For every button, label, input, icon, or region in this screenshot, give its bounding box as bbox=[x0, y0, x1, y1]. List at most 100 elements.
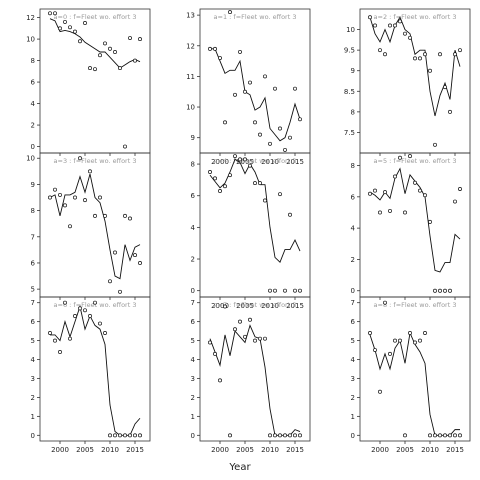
model-fit-line bbox=[369, 16, 461, 117]
observation-point bbox=[238, 157, 242, 162]
observation-point bbox=[93, 213, 97, 218]
observation-point bbox=[378, 48, 382, 53]
observation-point bbox=[58, 349, 62, 354]
observation-point bbox=[278, 126, 282, 131]
observation-point bbox=[78, 306, 82, 311]
observation-point bbox=[213, 351, 217, 356]
observation-point bbox=[133, 58, 137, 63]
observation-point bbox=[88, 169, 92, 174]
y-tick-label: 6 bbox=[191, 192, 196, 200]
observation-point bbox=[73, 29, 77, 34]
observation-point bbox=[58, 192, 62, 197]
observation-point bbox=[438, 52, 442, 57]
observation-point bbox=[253, 181, 257, 186]
observation-point bbox=[253, 120, 257, 125]
observation-point bbox=[373, 188, 377, 193]
y-tick-label: 7.5 bbox=[344, 129, 355, 137]
y-tick-label: 10 bbox=[26, 155, 35, 163]
observation-point bbox=[268, 433, 272, 438]
y-tick-label: 9 bbox=[31, 181, 35, 189]
y-tick-label: 8 bbox=[351, 108, 355, 116]
x-tick-label: 2000 bbox=[371, 446, 389, 454]
x-tick-label: 2010 bbox=[261, 302, 279, 310]
observation-point bbox=[228, 10, 232, 15]
observation-point bbox=[263, 74, 267, 79]
panel-frame bbox=[359, 296, 471, 442]
observation-point bbox=[433, 433, 437, 438]
y-tick-label: 0 bbox=[351, 287, 355, 295]
y-tick-label: 2 bbox=[31, 122, 35, 130]
x-tick-label: 2010 bbox=[261, 446, 279, 454]
panel-title: a=2 : f=Fleet wo. effort 3 bbox=[374, 13, 457, 21]
observation-point bbox=[453, 199, 457, 204]
observation-point bbox=[393, 174, 397, 179]
observation-point bbox=[58, 26, 62, 31]
x-tick-label: 2000 bbox=[51, 446, 69, 454]
x-tick-label: 2015 bbox=[286, 446, 304, 454]
observation-point bbox=[288, 135, 292, 140]
y-tick-label: 2 bbox=[351, 394, 355, 402]
observation-point bbox=[223, 120, 227, 125]
y-tick-label: 0 bbox=[191, 287, 195, 295]
panel-2: a=6 : f=Fleet wo. effort 3 0 1 2 3 4 5 6 7 2000 20… bbox=[31, 296, 151, 454]
observation-point bbox=[103, 331, 107, 335]
x-tick-label: 2005 bbox=[396, 446, 414, 454]
observation-point bbox=[208, 340, 212, 345]
observation-point bbox=[398, 338, 402, 343]
observation-point bbox=[453, 52, 457, 57]
observation-point bbox=[238, 319, 242, 324]
observation-point bbox=[243, 334, 247, 339]
observation-point bbox=[438, 288, 442, 293]
x-tick-label: 2010 bbox=[261, 158, 279, 166]
observation-point bbox=[268, 141, 272, 146]
observation-point bbox=[428, 68, 432, 73]
observation-point bbox=[383, 190, 387, 195]
observation-point bbox=[418, 56, 422, 61]
y-tick-label: 6 bbox=[351, 193, 356, 201]
observation-point bbox=[98, 53, 102, 58]
observation-point bbox=[368, 191, 372, 196]
observation-point bbox=[88, 66, 92, 71]
observation-point bbox=[208, 46, 212, 51]
observation-point bbox=[93, 67, 97, 72]
observation-point bbox=[248, 163, 252, 168]
observation-point bbox=[53, 338, 57, 343]
panel-frame bbox=[199, 296, 311, 442]
observation-point bbox=[413, 180, 417, 185]
observation-point bbox=[248, 80, 252, 85]
observation-point bbox=[103, 213, 107, 218]
observation-point bbox=[103, 41, 107, 46]
observation-point bbox=[118, 433, 122, 438]
observation-point bbox=[63, 203, 67, 208]
observation-point bbox=[418, 188, 422, 193]
y-tick-label: 8.5 bbox=[344, 88, 355, 96]
y-tick-label: 2 bbox=[191, 256, 195, 264]
observation-point bbox=[68, 336, 72, 341]
observation-point bbox=[123, 144, 127, 149]
panel-title: a=8 : f=Fleet wo. effort 3 bbox=[374, 301, 457, 309]
y-tick-label: 10 bbox=[26, 36, 35, 44]
model-fit-line bbox=[49, 18, 141, 69]
observation-point bbox=[378, 210, 382, 215]
observation-point bbox=[238, 49, 242, 54]
observation-point bbox=[288, 433, 292, 438]
observation-point bbox=[213, 176, 217, 181]
observation-point bbox=[223, 184, 227, 189]
observation-point bbox=[413, 340, 417, 345]
x-tick-label: 2000 bbox=[211, 158, 229, 166]
y-tick-label: 0 bbox=[191, 432, 195, 440]
panel-title: a=3 : f=Fleet wo. effort 3 bbox=[54, 157, 137, 165]
observation-point bbox=[298, 117, 302, 122]
observation-point bbox=[263, 198, 267, 203]
observation-point bbox=[128, 433, 132, 438]
observation-point bbox=[288, 212, 292, 217]
observation-point bbox=[278, 192, 282, 197]
observation-point bbox=[123, 433, 127, 438]
observation-point bbox=[233, 92, 237, 97]
y-tick-label: 7 bbox=[191, 299, 195, 307]
observation-point bbox=[98, 195, 102, 200]
observation-point bbox=[393, 338, 397, 343]
x-tick-label: 2015 bbox=[126, 446, 144, 454]
y-tick-label: 1 bbox=[351, 413, 355, 421]
